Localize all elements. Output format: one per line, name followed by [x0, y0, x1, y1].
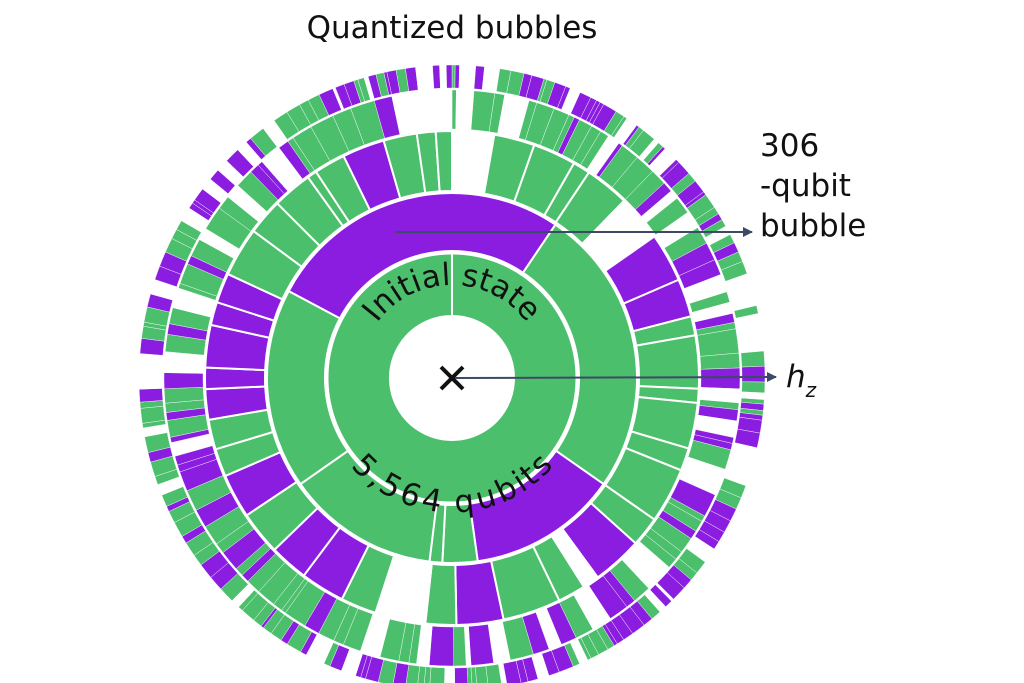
segment	[739, 336, 765, 354]
segment	[434, 129, 453, 193]
segment	[163, 351, 205, 374]
segment	[138, 388, 164, 403]
segment	[163, 372, 204, 389]
field-subscript: z	[805, 378, 817, 402]
segment	[204, 366, 267, 391]
field-symbol: h	[786, 359, 806, 395]
segment	[266, 289, 350, 486]
segment	[428, 625, 454, 667]
bubble-label-line: -qubit	[760, 168, 851, 204]
segment	[635, 334, 701, 390]
segment	[138, 358, 163, 369]
center-mark	[439, 365, 465, 391]
segment	[430, 89, 453, 130]
field-label: hz	[786, 359, 817, 402]
segment	[740, 350, 765, 368]
segment	[700, 367, 741, 390]
segment	[454, 64, 460, 89]
segment	[454, 667, 469, 683]
segment	[287, 192, 557, 320]
segment	[446, 64, 453, 89]
segment	[741, 366, 766, 383]
segment	[453, 626, 467, 667]
segment	[429, 667, 446, 683]
segment	[439, 64, 447, 89]
segment	[138, 371, 163, 383]
segment	[432, 65, 441, 89]
segment	[444, 667, 455, 683]
field-arrow	[454, 372, 777, 383]
bubble-label-line: bubble	[760, 208, 866, 244]
segment	[138, 382, 163, 390]
segment	[458, 64, 477, 90]
segment	[741, 381, 766, 394]
bubble-label-line: 306	[760, 128, 819, 164]
title: Quantized bubbles	[307, 10, 598, 46]
segment	[421, 65, 435, 90]
ring-segments	[138, 64, 766, 683]
segment	[455, 89, 475, 130]
segment	[451, 64, 456, 89]
